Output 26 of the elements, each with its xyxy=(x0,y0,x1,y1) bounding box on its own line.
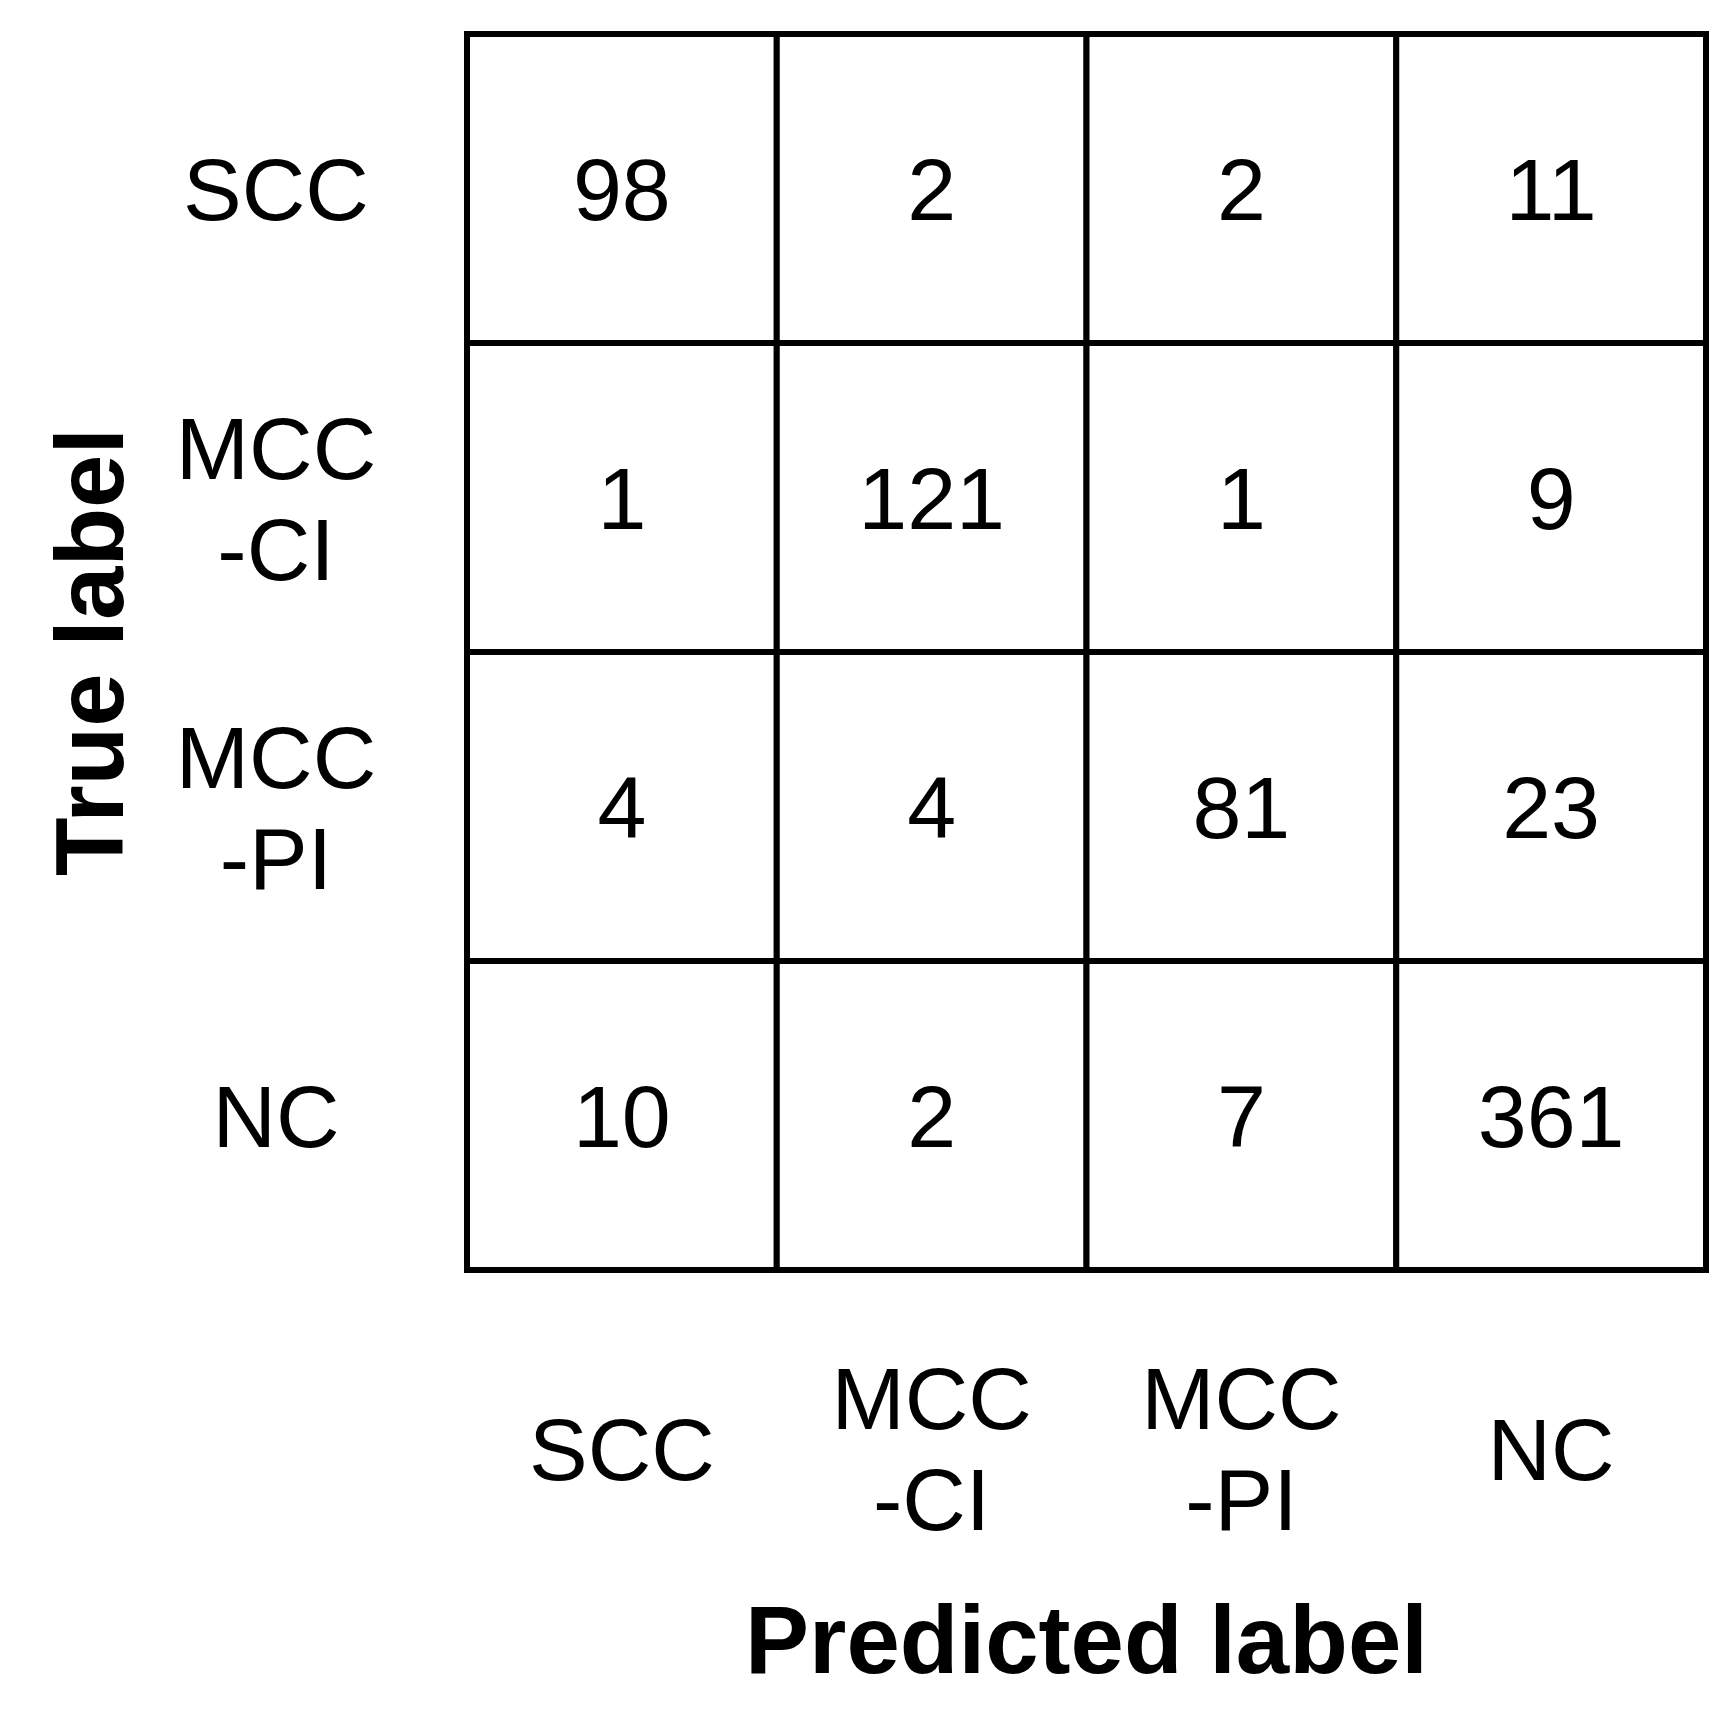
data-label: 4 xyxy=(597,758,647,858)
data-label: 9 xyxy=(1526,449,1576,549)
data-label: 81 xyxy=(1192,758,1291,858)
data-label: 11 xyxy=(1505,140,1597,240)
data-label: 7 xyxy=(1216,1067,1266,1167)
data-label: 2 xyxy=(907,1067,957,1167)
data-label: 98 xyxy=(572,140,671,240)
y-axis-title: True label xyxy=(35,427,143,877)
data-label: 2 xyxy=(1216,140,1266,240)
data-label: 4 xyxy=(907,758,957,858)
x-tick-label: MCC -PI xyxy=(1141,1349,1342,1550)
data-label: 2 xyxy=(907,140,957,240)
x-tick-label: MCC -CI xyxy=(831,1349,1032,1550)
y-tick-label: NC xyxy=(212,1067,340,1167)
data-label: 361 xyxy=(1477,1067,1625,1167)
data-label: 10 xyxy=(572,1067,671,1167)
y-tick-label: MCC -CI xyxy=(175,398,377,599)
data-label: 23 xyxy=(1502,758,1601,858)
x-axis-title: Predicted label xyxy=(745,1585,1428,1693)
y-tick-label: MCC -PI xyxy=(175,707,377,908)
x-tick-label: NC xyxy=(1487,1399,1615,1499)
data-label: 1 xyxy=(597,449,647,549)
y-tick-label: SCC xyxy=(183,140,369,240)
x-tick-label: SCC xyxy=(528,1399,715,1499)
data-label: 121 xyxy=(858,449,1006,549)
data-label: 1 xyxy=(1216,449,1266,549)
